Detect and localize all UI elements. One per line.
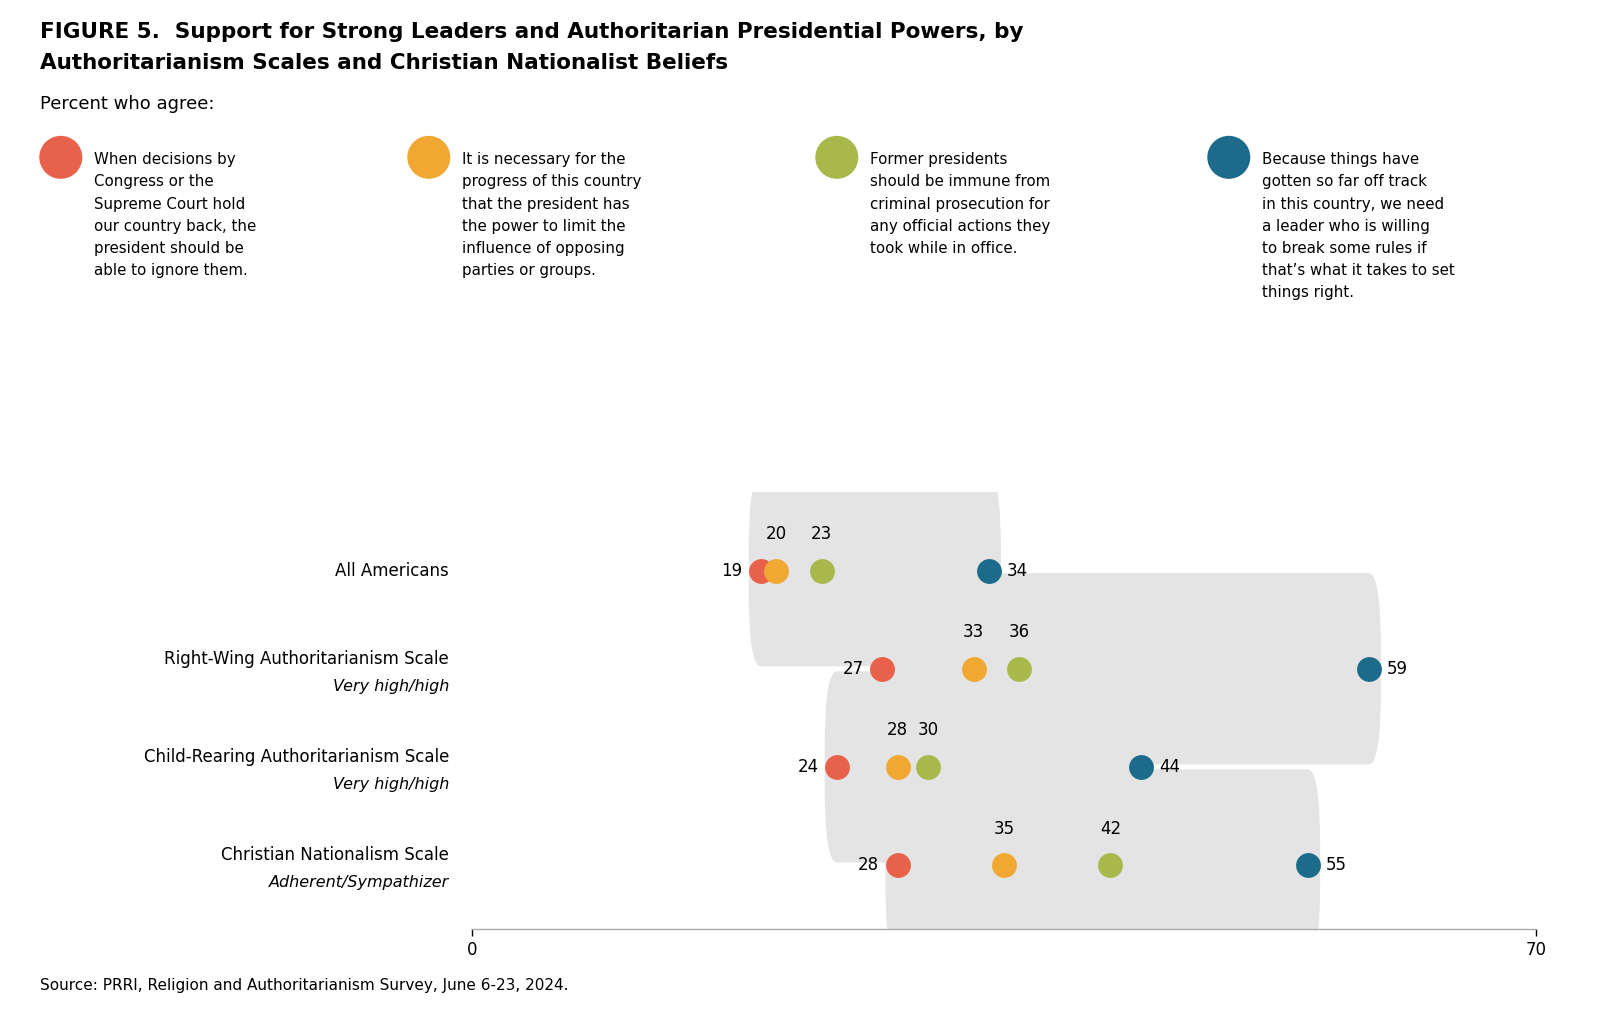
FancyBboxPatch shape (824, 671, 1154, 863)
FancyBboxPatch shape (885, 769, 1320, 960)
Point (870, 661, 896, 677)
Text: 55: 55 (1326, 856, 1347, 874)
Text: 24: 24 (797, 758, 819, 775)
FancyBboxPatch shape (749, 475, 1002, 667)
Text: 44: 44 (1158, 758, 1181, 775)
Point (960, 661, 986, 677)
Point (976, 562, 1002, 579)
Point (747, 562, 774, 579)
Point (763, 562, 789, 579)
Text: 28: 28 (886, 722, 909, 740)
Text: 59: 59 (1387, 660, 1408, 678)
Point (885, 759, 910, 775)
Text: 30: 30 (917, 722, 939, 740)
FancyBboxPatch shape (870, 573, 1381, 764)
Text: When decisions by
Congress or the
Supreme Court hold
our country back, the
presi: When decisions by Congress or the Suprem… (94, 152, 256, 278)
Text: 42: 42 (1099, 819, 1122, 837)
Text: 23: 23 (811, 526, 832, 543)
Text: Christian Nationalism Scale: Christian Nationalism Scale (221, 847, 450, 864)
Text: Percent who agree:: Percent who agree: (40, 95, 214, 114)
Text: 20: 20 (765, 526, 787, 543)
Text: Child-Rearing Authoritarianism Scale: Child-Rearing Authoritarianism Scale (144, 748, 450, 766)
Text: All Americans: All Americans (336, 561, 450, 580)
Text: Source: PRRI, Religion and Authoritarianism Survey, June 6-23, 2024.: Source: PRRI, Religion and Authoritarian… (40, 977, 568, 993)
Point (1098, 857, 1123, 873)
Point (1296, 857, 1322, 873)
Text: 34: 34 (1006, 561, 1029, 580)
Text: Former presidents
should be immune from
criminal prosecution for
any official ac: Former presidents should be immune from … (870, 152, 1051, 256)
Text: Authoritarianism Scales and Christian Nationalist Beliefs: Authoritarianism Scales and Christian Na… (40, 53, 728, 73)
Text: It is necessary for the
progress of this country
that the president has
the powe: It is necessary for the progress of this… (462, 152, 642, 278)
Point (824, 759, 850, 775)
Text: Very high/high: Very high/high (333, 679, 450, 694)
Text: Because things have
gotten so far off track
in this country, we need
a leader wh: Because things have gotten so far off tr… (1262, 152, 1454, 300)
Text: 27: 27 (843, 660, 864, 678)
Text: 28: 28 (858, 856, 880, 874)
Point (992, 857, 1018, 873)
Point (1006, 661, 1032, 677)
Point (915, 759, 941, 775)
Text: FIGURE 5.  Support for Strong Leaders and Authoritarian Presidential Powers, by: FIGURE 5. Support for Strong Leaders and… (40, 22, 1024, 43)
Point (885, 857, 910, 873)
Text: Adherent/Sympathizer: Adherent/Sympathizer (269, 875, 450, 890)
Text: 35: 35 (994, 819, 1014, 837)
Text: 33: 33 (963, 623, 984, 641)
Point (1357, 661, 1382, 677)
Text: 19: 19 (722, 561, 742, 580)
Text: Right-Wing Authoritarianism Scale: Right-Wing Authoritarianism Scale (165, 650, 450, 668)
Point (1128, 759, 1154, 775)
Text: 36: 36 (1008, 623, 1030, 641)
Point (808, 562, 835, 579)
Text: Very high/high: Very high/high (333, 777, 450, 792)
